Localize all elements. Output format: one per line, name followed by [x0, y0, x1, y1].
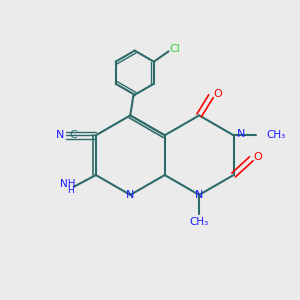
Text: C: C: [69, 130, 77, 140]
Text: N: N: [237, 129, 245, 139]
Text: NH: NH: [60, 179, 75, 189]
Text: H: H: [67, 186, 74, 195]
Text: CH₃: CH₃: [267, 130, 286, 140]
Text: N: N: [195, 190, 203, 200]
Text: CH₃: CH₃: [190, 217, 209, 227]
Text: O: O: [213, 89, 222, 99]
Text: O: O: [253, 152, 262, 162]
Text: N: N: [125, 190, 134, 200]
Text: Cl: Cl: [169, 44, 181, 54]
Text: N: N: [56, 130, 65, 140]
